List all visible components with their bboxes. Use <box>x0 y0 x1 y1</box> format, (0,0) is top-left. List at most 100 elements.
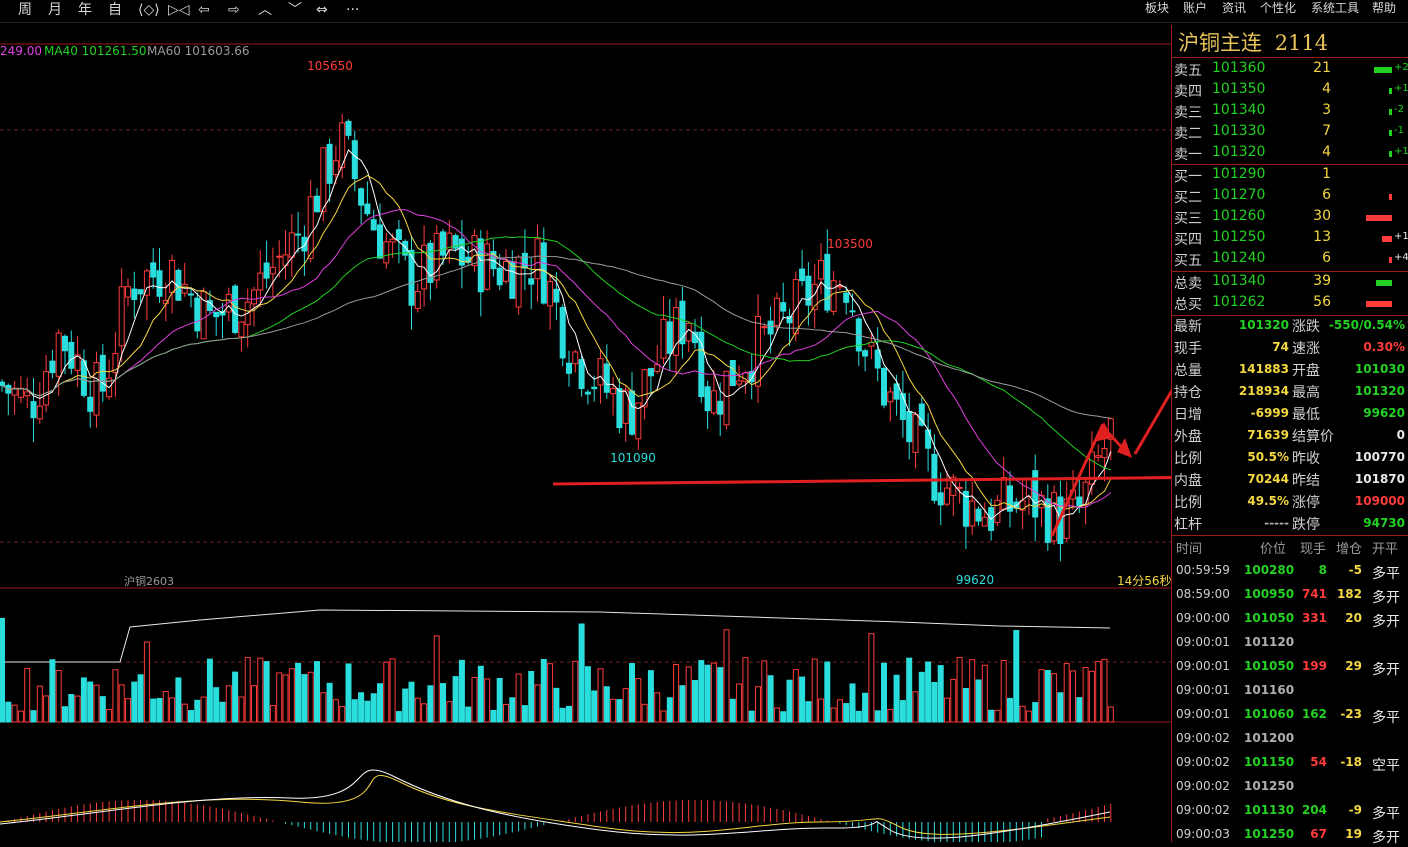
ask-row[interactable]: 卖二 101330 7 -1 <box>1172 122 1408 143</box>
volume-bar <box>358 692 365 723</box>
trade-hand: 741 <box>1301 587 1327 601</box>
candle <box>931 453 938 501</box>
menu-0[interactable]: 板块 <box>1145 1 1170 15</box>
toolbar-btn-1[interactable]: 月 <box>48 2 62 18</box>
candle <box>1051 492 1058 542</box>
candle <box>351 140 358 180</box>
volume-bar <box>269 705 276 723</box>
ob-price: 101340 <box>1212 102 1266 118</box>
volume-bar <box>1000 659 1007 723</box>
volume-bar <box>918 671 925 723</box>
volume-bar <box>345 663 352 723</box>
volume-bar <box>887 708 894 723</box>
candle <box>698 331 705 398</box>
ob-volume: 1 <box>1322 166 1331 182</box>
bid-row[interactable]: 买四 101250 13 +10 <box>1172 228 1408 249</box>
toolbar-btn-6[interactable]: ⇦ <box>198 2 210 18</box>
candle <box>862 350 869 357</box>
volume-bar <box>1051 673 1058 723</box>
stat-label: 最新 <box>1174 319 1202 335</box>
candle <box>24 391 31 397</box>
menu-1[interactable]: 账户 <box>1183 1 1208 15</box>
candle <box>824 253 831 311</box>
toolbar-btn-0[interactable]: 周 <box>18 2 32 18</box>
trade-row: 09:00:01 101060 162 -23 多平 <box>1172 705 1408 727</box>
stat-label: 杠杆 <box>1174 517 1202 533</box>
volume-bar <box>326 682 333 723</box>
bid-row[interactable]: 买五 101240 6 +4 <box>1172 249 1408 270</box>
trade-row: 09:00:02 101150 54 -18 空平 <box>1172 753 1408 775</box>
candle <box>314 195 320 213</box>
ob-volume: 13 <box>1313 229 1331 245</box>
toolbar-btn-2[interactable]: 年 <box>78 2 92 18</box>
candle <box>616 388 623 429</box>
trade-hand: 8 <box>1318 563 1327 577</box>
volume-bar <box>729 698 736 723</box>
volume-bar <box>440 683 446 723</box>
ask-row[interactable]: 卖四 101350 4 +1 <box>1172 80 1408 101</box>
toolbar-btn-7[interactable]: ⇨ <box>228 2 240 18</box>
volume-bar <box>666 697 673 723</box>
menu-3[interactable]: 个性化 <box>1260 1 1297 15</box>
volume-bar <box>137 674 144 723</box>
ask-row[interactable]: 卖五 101360 21 +2 <box>1172 59 1408 80</box>
toolbar-btn-11[interactable]: ··· <box>346 2 360 18</box>
volume-bar <box>799 676 806 723</box>
volume-bar <box>112 669 119 723</box>
panel-divider <box>1172 315 1408 316</box>
volume-bar <box>87 681 94 723</box>
trade-time: 09:00:02 <box>1176 731 1230 745</box>
volume-bar <box>131 681 138 723</box>
candle <box>673 307 680 356</box>
trade-time: 09:00:01 <box>1176 659 1230 673</box>
trade-add: -23 <box>1340 707 1362 721</box>
stat-label: 跌停 <box>1292 517 1320 533</box>
candle <box>30 401 37 419</box>
bid-row[interactable]: 买三 101260 30 <box>1172 207 1408 228</box>
candle <box>767 320 774 335</box>
trade-add: 182 <box>1336 587 1362 601</box>
candle <box>666 321 673 354</box>
ob-change-bar <box>1389 109 1392 115</box>
volume-bar <box>780 711 787 723</box>
total-sell-row[interactable]: 总卖 101340 39 <box>1172 272 1408 293</box>
toolbar-btn-4[interactable]: ⟨◇⟩ <box>138 2 160 18</box>
ask-row[interactable]: 卖一 101320 4 +1 <box>1172 143 1408 164</box>
ob-volume: 3 <box>1322 102 1331 118</box>
bid-row[interactable]: 买一 101290 1 <box>1172 165 1408 186</box>
toolbar-btn-5[interactable]: ▷◁ <box>168 2 190 18</box>
toolbar-btn-3[interactable]: 自 <box>108 2 122 18</box>
ob-change-bar <box>1376 280 1392 286</box>
candle <box>566 362 572 374</box>
volume-bar <box>0 617 5 723</box>
trade-row: 09:00:02 101130 204 -9 多平 <box>1172 801 1408 823</box>
volume-bar <box>761 660 768 723</box>
trade-time: 00:59:59 <box>1176 563 1230 577</box>
toolbar-btn-10[interactable]: ⇔ <box>316 2 328 18</box>
volume-bar <box>1038 669 1045 723</box>
price-label-low2: 99620 <box>956 573 994 587</box>
menu-2[interactable]: 资讯 <box>1222 1 1247 15</box>
volume-bar <box>68 694 75 723</box>
stat-label: 速涨 <box>1292 341 1320 357</box>
candle <box>887 391 894 403</box>
bid-row[interactable]: 买二 101270 6 <box>1172 186 1408 207</box>
candle <box>377 224 383 259</box>
ob-volume: 30 <box>1313 208 1331 224</box>
trade-hand: 162 <box>1301 707 1327 721</box>
toolbar-btn-9[interactable]: ﹀ <box>288 2 302 18</box>
candle <box>74 354 81 371</box>
candle <box>962 490 969 527</box>
trade-add: 19 <box>1345 827 1362 841</box>
toolbar-btn-8[interactable]: ︿ <box>258 2 272 18</box>
volume-bar <box>55 669 62 723</box>
menu-5[interactable]: 帮助 <box>1372 1 1397 15</box>
volume-bar <box>1095 660 1102 723</box>
stat-label: 涨停 <box>1292 495 1320 511</box>
kline-chart[interactable]: 105650 103500 101090 99620 沪铜2603 14分56秒 <box>0 22 1171 842</box>
stat-label: 外盘 <box>1174 429 1202 445</box>
candle <box>433 232 440 281</box>
ask-row[interactable]: 卖三 101340 3 -2 <box>1172 101 1408 122</box>
menu-4[interactable]: 系统工具 <box>1311 1 1360 15</box>
total-buy-row[interactable]: 总买 101262 56 <box>1172 293 1408 314</box>
